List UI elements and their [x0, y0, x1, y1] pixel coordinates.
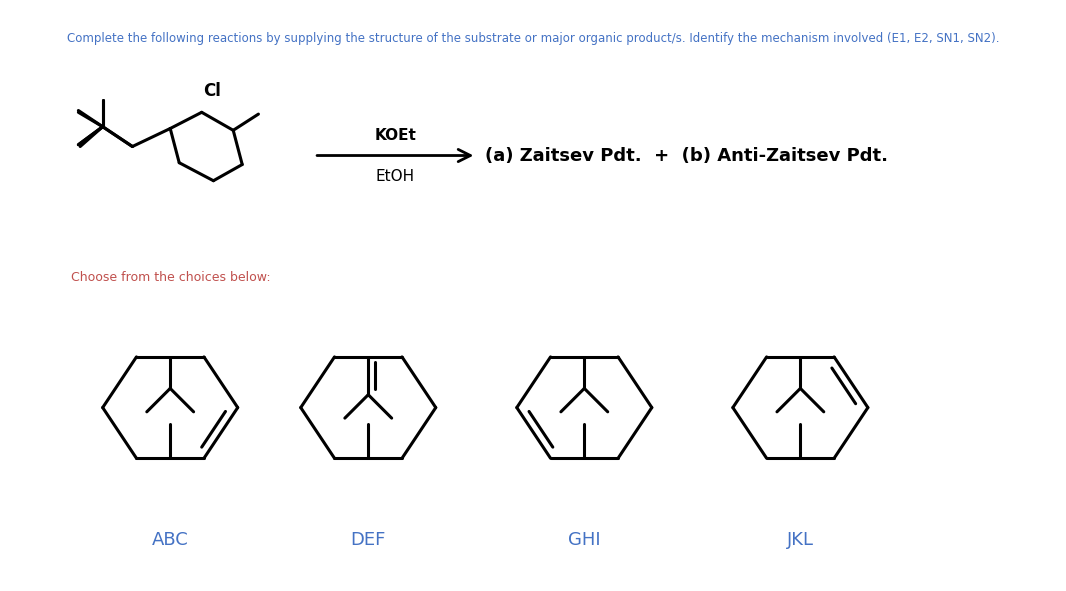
Text: (a) Zaitsev Pdt.  +  (b) Anti-Zaitsev Pdt.: (a) Zaitsev Pdt. + (b) Anti-Zaitsev Pdt.: [485, 147, 888, 164]
Text: DEF: DEF: [351, 531, 386, 549]
Text: Choose from the choices below:: Choose from the choices below:: [71, 271, 271, 284]
Text: Cl: Cl: [204, 82, 222, 100]
Text: EtOH: EtOH: [375, 169, 415, 184]
Text: GHI: GHI: [568, 531, 600, 549]
Text: KOEt: KOEt: [374, 128, 416, 143]
Text: ABC: ABC: [151, 531, 189, 549]
Text: JKL: JKL: [787, 531, 813, 549]
Text: Complete the following reactions by supplying the structure of the substrate or : Complete the following reactions by supp…: [67, 32, 999, 45]
